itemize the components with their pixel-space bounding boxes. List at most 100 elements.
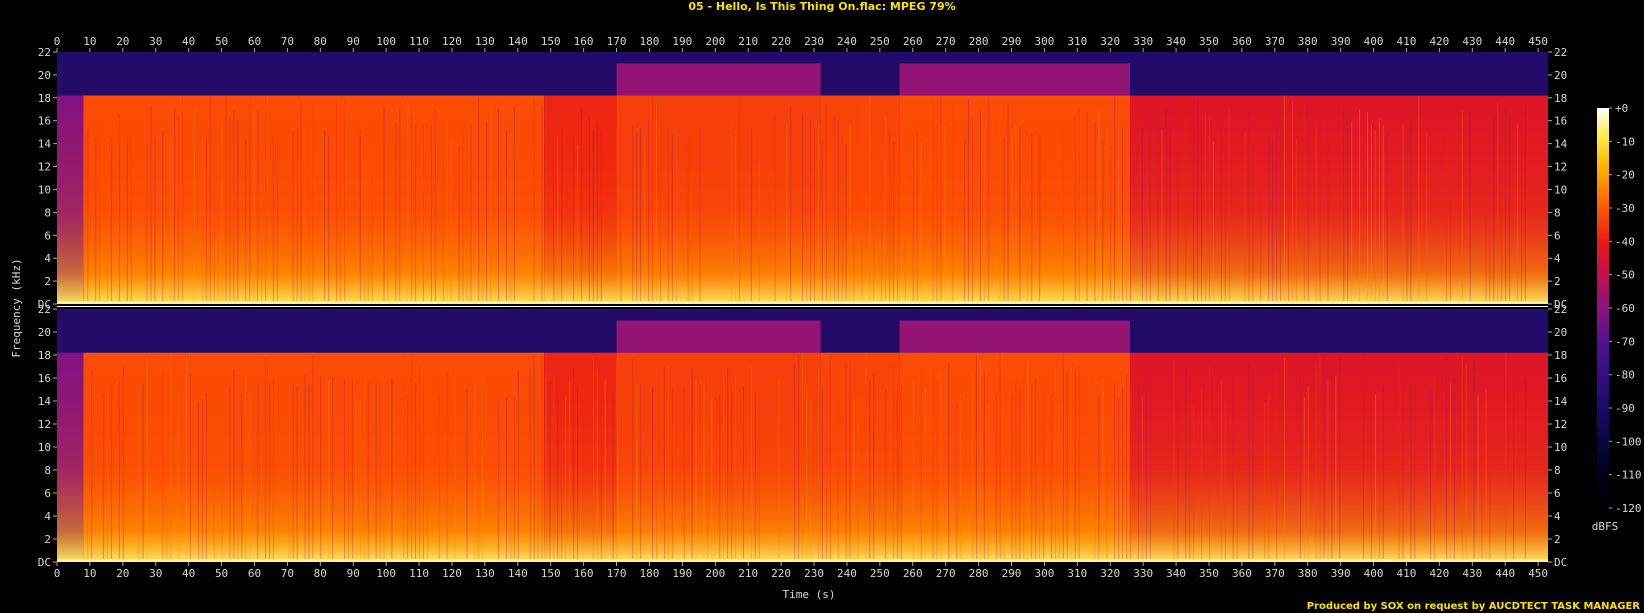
streak — [150, 106, 152, 305]
streak — [87, 400, 89, 562]
streak — [533, 98, 535, 304]
streak — [849, 359, 851, 562]
streak — [979, 358, 981, 562]
x-tick-label-top: 190 — [672, 35, 692, 48]
y-tick-label-left: 22 — [38, 46, 51, 59]
x-tick-label-bottom: 410 — [1397, 567, 1417, 580]
streak — [1177, 116, 1179, 304]
streak — [853, 119, 855, 304]
x-tick-label-top: 330 — [1133, 35, 1153, 48]
streak — [1343, 103, 1345, 304]
streak — [1208, 116, 1210, 304]
colorbar-label: dBFS — [1592, 520, 1619, 533]
streak — [174, 108, 176, 304]
streak — [719, 394, 721, 562]
streak — [162, 130, 164, 304]
x-tick-label-top: 280 — [969, 35, 989, 48]
streak — [505, 130, 507, 304]
streak — [1161, 129, 1163, 304]
y-tick-label-right: 14 — [1554, 138, 1568, 151]
streak — [750, 128, 752, 304]
streak — [940, 373, 942, 562]
streak — [130, 136, 132, 304]
streak — [596, 122, 598, 304]
x-tick-label-top: 400 — [1364, 35, 1384, 48]
streak — [166, 386, 168, 562]
streak — [758, 134, 760, 304]
x-tick-label-bottom: 210 — [738, 567, 758, 580]
x-tick-label-top: 90 — [347, 35, 360, 48]
streak — [407, 394, 409, 562]
streak — [110, 387, 112, 562]
streak — [1114, 96, 1116, 304]
streak — [505, 398, 507, 562]
axes: 0 0 10 10 20 20 30 30 40 40 50 50 60 60 70 70 80 80 90 90 10… — [38, 35, 1568, 580]
streak — [960, 394, 962, 562]
streak — [1078, 109, 1080, 304]
streak — [964, 140, 966, 304]
streak — [656, 103, 658, 304]
streak — [904, 117, 906, 305]
streak — [667, 127, 669, 304]
streak — [324, 130, 326, 304]
streak — [1449, 129, 1451, 304]
streak — [1497, 102, 1499, 304]
streak — [300, 102, 302, 304]
streak — [296, 128, 298, 304]
streak — [296, 386, 298, 562]
streak — [1303, 397, 1305, 562]
streak — [1129, 132, 1131, 304]
streak — [1319, 104, 1321, 305]
streak — [423, 125, 425, 304]
streak — [987, 96, 989, 304]
streak — [383, 367, 385, 562]
y-tick-label-left: 10 — [38, 183, 51, 196]
streak — [1264, 402, 1266, 562]
x-tick-label-bottom: 80 — [314, 567, 327, 580]
streak — [1141, 127, 1143, 304]
streak — [1145, 392, 1147, 562]
low-freq-glow — [616, 95, 821, 304]
streak — [407, 102, 409, 305]
streak — [924, 387, 926, 562]
streak — [896, 132, 898, 304]
streak — [442, 142, 444, 304]
streak — [999, 104, 1001, 304]
streak — [1252, 143, 1254, 304]
low-freq-glow — [83, 352, 545, 562]
streak — [893, 142, 895, 304]
streak — [257, 384, 259, 562]
streak — [837, 358, 839, 562]
x-tick-label-bottom: 360 — [1232, 567, 1252, 580]
streak — [1406, 128, 1408, 304]
x-tick-label-top: 390 — [1331, 35, 1351, 48]
x-tick-label-bottom: 380 — [1298, 567, 1318, 580]
streak — [1149, 369, 1151, 562]
streak — [798, 354, 800, 562]
streak — [288, 384, 290, 562]
streak — [580, 107, 582, 304]
streak — [193, 109, 195, 305]
streak — [351, 380, 353, 562]
streak — [1039, 134, 1041, 304]
streak — [944, 125, 946, 304]
streak — [340, 95, 342, 304]
channel-panel-2 — [57, 309, 1548, 562]
streak — [742, 386, 744, 562]
streak — [217, 120, 219, 304]
streak — [1382, 386, 1384, 562]
streak — [162, 369, 164, 562]
streak — [731, 119, 733, 304]
streak — [470, 123, 472, 305]
y-tick-label-left: 2 — [44, 275, 51, 288]
streak — [1465, 364, 1467, 562]
streak — [1039, 398, 1041, 562]
streak — [107, 106, 109, 304]
streak — [170, 356, 172, 562]
streak — [178, 397, 180, 562]
x-tick-label-bottom: 400 — [1364, 567, 1384, 580]
streak — [640, 384, 642, 562]
streak — [233, 369, 235, 562]
streak — [1193, 98, 1195, 305]
streak — [774, 117, 776, 305]
